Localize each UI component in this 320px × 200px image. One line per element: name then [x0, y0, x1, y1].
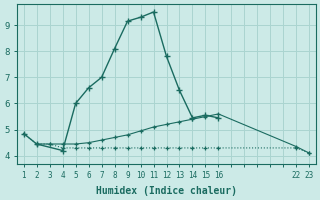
X-axis label: Humidex (Indice chaleur): Humidex (Indice chaleur) [96, 186, 237, 196]
